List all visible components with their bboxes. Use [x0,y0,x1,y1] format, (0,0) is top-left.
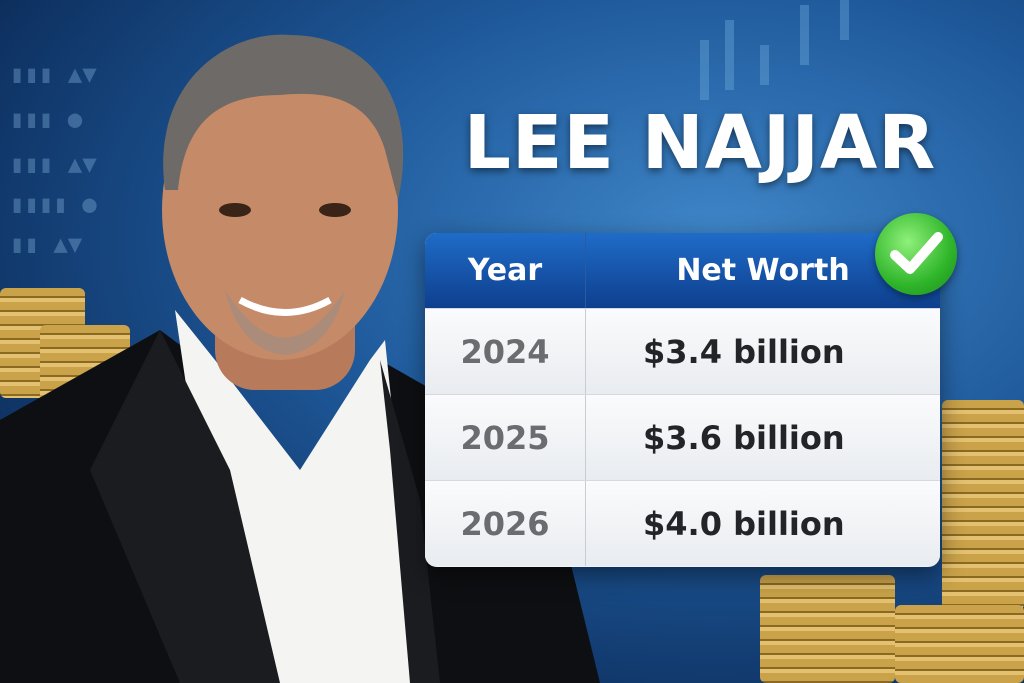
decor-ticker: ▮▮▮ ● [10,105,83,133]
table-row: 2026 $4.0 billion [425,480,940,566]
table-header: Year Net Worth [425,233,940,308]
lapel [90,330,280,683]
face [162,60,398,360]
decor-ticker: ▮▮▮ ▲▼ [10,150,97,178]
net-worth-table: Year Net Worth 2024 $3.4 billion 2025 $3… [425,233,940,567]
hair [163,34,404,200]
column-header-year: Year [425,233,586,308]
year-cell: 2026 [425,481,586,566]
check-icon [890,232,943,274]
decor-candle [700,40,709,100]
decor-candle [725,20,734,90]
coin-stack [760,575,895,683]
year-cell: 2024 [425,309,586,394]
decor-ticker: ▮▮ ▲▼ [10,230,83,258]
column-header-net-worth: Net Worth [676,253,850,288]
table-row: 2024 $3.4 billion [425,308,940,394]
coin-stack [942,400,1024,610]
page-title: LEE NAJJAR [463,100,937,186]
decor-candle [760,45,769,85]
year-cell: 2025 [425,395,586,480]
net-worth-cell: $4.0 billion [643,504,845,543]
lapel [380,360,440,683]
check-badge [875,213,957,295]
decor-ticker: ▮▮▮ ▲▼ [10,60,97,88]
table-row: 2025 $3.6 billion [425,394,940,480]
decor-ticker: ▮▮▮▮ ● [10,190,97,218]
net-worth-cell: $3.6 billion [643,418,845,457]
coin-stack [895,605,1024,683]
decor-candle [840,0,849,40]
net-worth-cell: $3.4 billion [643,332,845,371]
decor-candle [800,5,809,65]
